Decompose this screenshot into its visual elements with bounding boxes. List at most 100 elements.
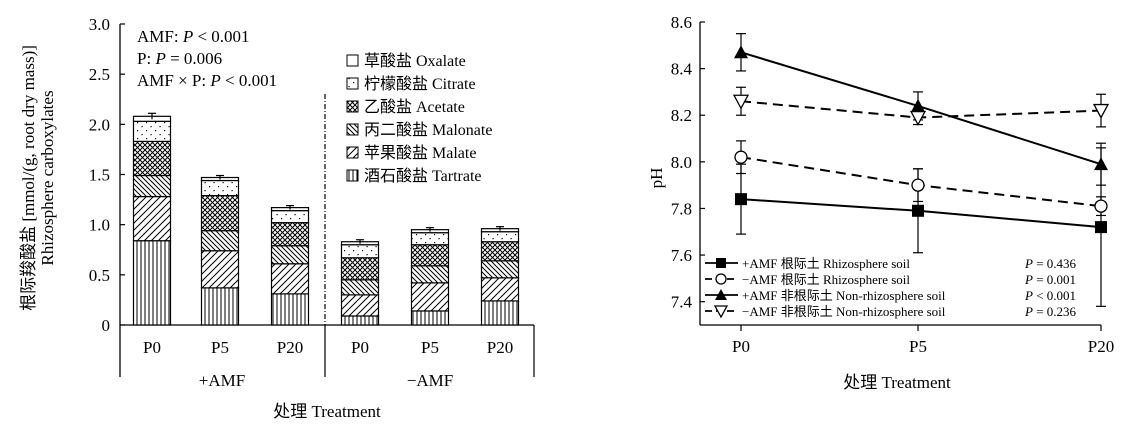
bar-segment-bdiag <box>340 279 380 296</box>
marker-triangle-up <box>734 45 748 59</box>
legend-swatch-bdiag <box>346 123 359 136</box>
x-axis-label: 处理 Treatment <box>843 373 951 392</box>
marker-triangle-down <box>1092 103 1110 119</box>
bar-segment-cross <box>132 140 172 177</box>
bar-segment-dots <box>270 210 310 224</box>
legend-swatch-dots <box>346 77 359 90</box>
text-part: < 0.001 <box>193 27 249 46</box>
text-part: P <box>154 49 165 68</box>
bar-segment-dots <box>200 179 240 197</box>
text-part: P <box>1024 304 1033 319</box>
text-part: < 0.001 <box>1033 288 1076 303</box>
bar-segment-fdiag <box>132 195 172 242</box>
stat-line: AMF: P < 0.001 <box>137 27 250 46</box>
bar-segment-bdiag <box>132 174 172 198</box>
bar-segment-dots <box>480 231 520 243</box>
legend-label: 丙二酸盐 Malonate <box>364 121 492 139</box>
legend-label: −AMF 非根际土 Non-rhizosphere soil <box>742 304 946 319</box>
text-part: AMF: <box>137 27 183 46</box>
ph-line-chart: 7.4 7.6 7.8 8.0 8.2 8.4 8.6 P0 P5 P20 pH 处理 Treatme… <box>647 13 1114 392</box>
marker-circle <box>911 178 925 192</box>
legend: +AMF 根际土 Rhizosphere soil P = 0.436 −AMF 根… <box>705 256 1077 319</box>
bar-segment-cross <box>200 194 240 232</box>
legend-swatch-fdiag <box>346 146 359 159</box>
legend-label: +AMF 根际土 Rhizosphere soil <box>742 256 910 271</box>
marker-triangle-up <box>715 289 727 300</box>
legend-p-value: P = 0.236 <box>1024 304 1077 319</box>
y-tick-label: 1.0 <box>89 216 110 235</box>
bar-segment-bdiag <box>480 260 520 279</box>
marker-square <box>912 204 924 217</box>
group-label: −AMF <box>407 371 453 390</box>
x-axis-label: 处理 Treatment <box>273 402 381 421</box>
marker-triangle-up <box>1094 157 1108 171</box>
legend-p-value: P = 0.436 <box>1024 256 1077 271</box>
y-tick-label: 8.6 <box>671 13 692 32</box>
x-tick-label: P20 <box>277 338 303 357</box>
legend-swatch-white <box>346 54 359 67</box>
y-tick-label: 7.8 <box>671 199 692 218</box>
text-part: P <box>1024 256 1033 271</box>
bar-segment-vlines <box>480 300 520 326</box>
y-axis-label: 根际羧酸盐 [mmol/(g, root dry mass)] Rhizosphe… <box>19 45 57 311</box>
text-part: P <box>1024 288 1033 303</box>
legend-swatch-cross <box>346 100 359 113</box>
y-tick-label: 0 <box>102 316 111 335</box>
marker-triangle-down <box>713 305 729 319</box>
text-part: AMF × P: <box>137 71 210 90</box>
x-tick-label: P5 <box>211 338 229 357</box>
y-tick-label: 3.0 <box>89 15 110 34</box>
legend-swatch-vlines <box>346 169 359 182</box>
bar-segment-cross <box>270 222 310 247</box>
bar-segment-fdiag <box>270 263 310 295</box>
bar-segment-bdiag <box>270 245 310 265</box>
text-part: P <box>1024 272 1033 287</box>
y-axis-label-line-1: 根际羧酸盐 [mmol/(g, root dry mass)] <box>19 45 38 311</box>
bar-segment-bdiag <box>200 230 240 252</box>
bar-segment-vlines <box>340 315 380 326</box>
y-axis-label-wrap: pH <box>647 168 666 189</box>
x-tick-label: P20 <box>1088 337 1114 356</box>
bar-segment-vlines <box>410 310 450 326</box>
y-tick-label: 8.4 <box>671 60 693 79</box>
y-tick-label: 2.0 <box>89 115 110 134</box>
y-tick-label: 2.5 <box>89 65 110 84</box>
y-tick-label: 1.5 <box>89 166 110 185</box>
marker-circle <box>734 150 748 164</box>
legend-label: 苹果酸盐 Malate <box>364 144 476 162</box>
marker-triangle-up <box>911 98 925 112</box>
bar-segment-dots <box>132 120 172 142</box>
bar-segment-fdiag <box>340 294 380 317</box>
y-axis-label: pH <box>647 168 666 189</box>
y-tick-label: 7.6 <box>671 246 692 265</box>
legend-label: 草酸盐 Oxalate <box>364 52 466 70</box>
bar-segment-dots <box>340 244 380 259</box>
legend-label: 酒石酸盐 Tartrate <box>364 167 482 185</box>
carboxylates-stacked-bar-chart: 0 0.5 1.0 1.5 2.0 2.5 3.0 根际羧酸盐 [mmol/(g, root … <box>19 15 535 421</box>
marker-square <box>716 258 726 268</box>
bar-segment-cross <box>410 244 450 267</box>
y-tick-label: 8.2 <box>671 106 692 125</box>
x-tick-label: P0 <box>732 337 750 356</box>
marker-circle <box>715 273 727 285</box>
x-tick-label: P5 <box>909 337 927 356</box>
text-part: = 0.236 <box>1033 304 1077 319</box>
text-part: P <box>182 27 193 46</box>
bar-segment-cross <box>340 257 380 281</box>
marker-triangle-down <box>732 94 750 110</box>
bar-segment-vlines <box>200 287 240 326</box>
legend: 草酸盐 Oxalate 柠檬酸盐 Citrate 乙酸盐 Acetate 丙二酸盐 M… <box>346 52 492 185</box>
bar-segment-bdiag <box>410 265 450 284</box>
x-tick-label: P20 <box>487 338 513 357</box>
bar-segment-vlines <box>132 240 172 326</box>
stat-line: P: P = 0.006 <box>137 49 222 68</box>
bar-segment-fdiag <box>480 277 520 302</box>
marker-circle <box>1094 199 1108 213</box>
text-part: = 0.001 <box>1033 272 1076 287</box>
y-tick-label: 7.4 <box>671 293 693 312</box>
y-tick-label: 8.0 <box>671 153 692 172</box>
legend-label: 乙酸盐 Acetate <box>364 98 465 116</box>
bar-segment-fdiag <box>410 282 450 312</box>
x-tick-label: P5 <box>421 338 439 357</box>
text-part: < 0.001 <box>221 71 277 90</box>
